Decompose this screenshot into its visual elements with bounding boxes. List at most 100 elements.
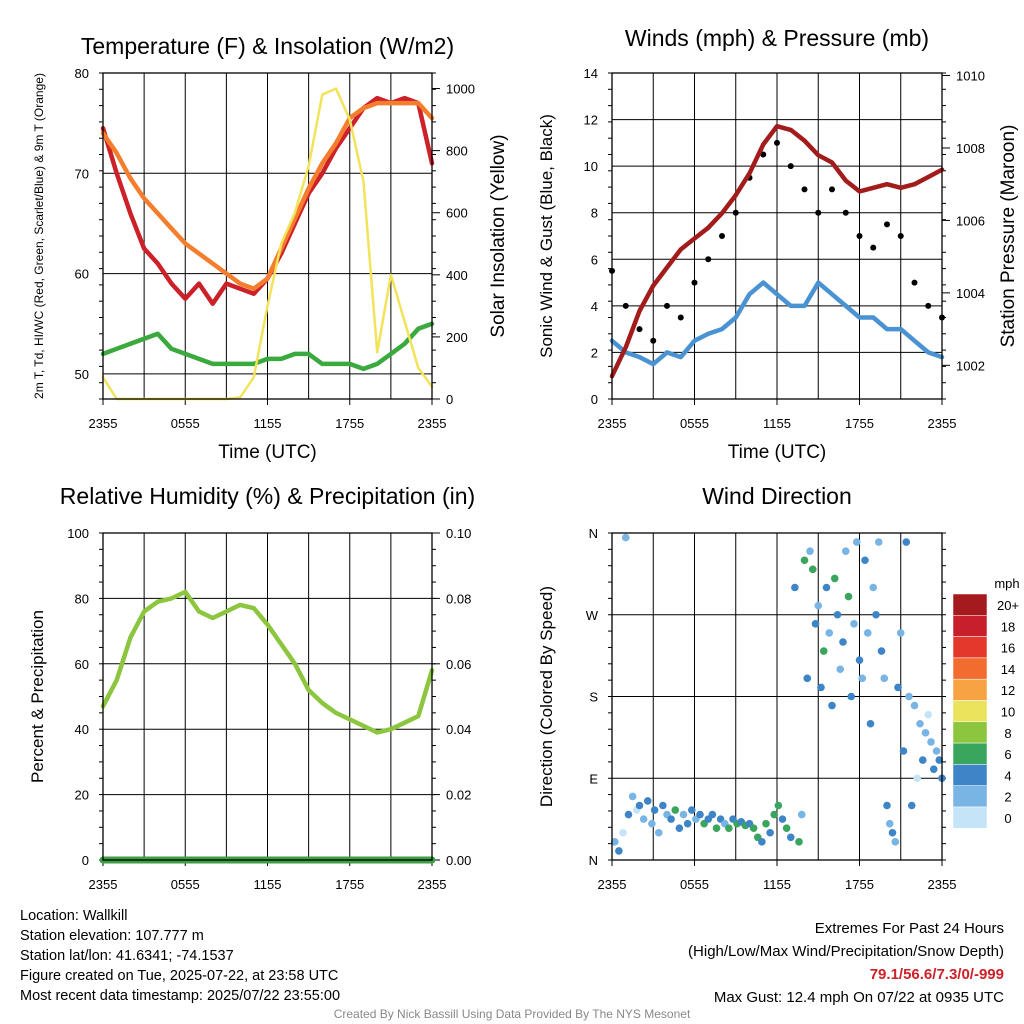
x-tick-label: 1755 [845, 416, 874, 431]
y-tick-label: N [589, 526, 598, 541]
extremes-values: 79.1/56.6/7.3/0/-999 [869, 966, 1004, 983]
gust-point [842, 209, 849, 216]
legend-swatch [952, 721, 988, 744]
direction-point [921, 729, 930, 737]
direction-point [766, 828, 774, 837]
series-line-pressure_maroon [609, 123, 945, 379]
legend-label: 8 [1004, 726, 1011, 741]
direction-point [841, 547, 850, 555]
gust-point [829, 186, 835, 193]
y-tick-label: 70 [75, 166, 89, 181]
direction-point [894, 683, 902, 692]
legend-swatch [952, 636, 988, 659]
gust-point [664, 302, 670, 309]
legend-label: 16 [1001, 641, 1015, 656]
direction-point [935, 756, 944, 764]
direction-point [869, 583, 878, 592]
legend-swatch [952, 742, 988, 765]
direction-point [839, 638, 847, 646]
y-tick-label: 4 [591, 299, 598, 314]
direction-point [791, 583, 799, 592]
direction-point [675, 824, 684, 833]
x-tick-label: 1155 [254, 877, 282, 892]
legend-label: 12 [1001, 683, 1015, 698]
footer-created: Figure created on Tue, 2025-07-22, at 23… [20, 968, 339, 984]
y-tick-label: W [586, 608, 599, 623]
direction-point [679, 810, 688, 819]
series-line-wind_blue [609, 280, 945, 367]
y2-tick-label: 1002 [956, 358, 985, 373]
y-tick-label: 50 [75, 367, 89, 382]
direction-point [844, 592, 853, 601]
gust-point [705, 256, 712, 263]
chart-1 [99, 72, 440, 405]
plot-frame [102, 72, 433, 400]
gust-point [719, 233, 725, 239]
direction-point [803, 674, 812, 683]
direction-point [762, 819, 770, 828]
x-tick-label: 1155 [254, 416, 282, 431]
legend-title: mph [994, 576, 1019, 591]
gust-point [636, 326, 643, 333]
direction-point [800, 556, 809, 565]
y-tick-label: 8 [591, 206, 598, 221]
direction-point [615, 847, 623, 855]
y-tick-label: 0 [591, 392, 598, 407]
direction-point [654, 828, 663, 837]
direction-point [808, 565, 817, 574]
chart-4 [608, 532, 988, 866]
direction-point [683, 819, 692, 828]
direction-point [712, 824, 721, 833]
legend-swatch [952, 700, 988, 723]
credit-line: Created By Nick Bassill Using Data Provi… [333, 1007, 691, 1021]
legend-swatch [952, 615, 988, 637]
y-axis-label: Direction (Colored By Speed) [537, 586, 556, 807]
direction-point [806, 547, 814, 555]
x-tick-label: 1155 [763, 416, 791, 431]
direction-point [918, 756, 927, 764]
y2-tick-label: 0.10 [446, 526, 471, 541]
direction-point [905, 692, 913, 701]
footer-location: Location: Wallkill [20, 908, 128, 924]
direction-point [858, 674, 867, 683]
direction-point [671, 806, 680, 814]
direction-point [830, 574, 839, 583]
direction-point [643, 797, 652, 805]
y-tick-label: 0 [82, 853, 89, 868]
series-line-green [100, 321, 435, 372]
direction-point [797, 810, 806, 819]
gust-point [622, 302, 629, 309]
x-tick-label: 1155 [763, 877, 791, 892]
y-axis-label: Percent & Precipitation [28, 610, 47, 783]
direction-point [786, 833, 795, 842]
direction-point [910, 701, 919, 710]
gust-point [801, 186, 808, 193]
direction-point [628, 792, 637, 801]
direction-point [880, 674, 889, 683]
y2-tick-label: 0 [446, 392, 453, 407]
direction-point [811, 620, 820, 628]
direction-point [610, 838, 619, 846]
legend-label: 10 [1001, 705, 1015, 720]
gust-point [884, 221, 890, 228]
y2-tick-label: 0.02 [446, 788, 471, 803]
x-tick-label: 0555 [680, 877, 709, 892]
direction-point [916, 719, 924, 728]
x-tick-label: 0555 [171, 416, 200, 431]
y2-tick-label: 1000 [446, 82, 475, 97]
plot-frame [102, 532, 433, 861]
direction-point [825, 629, 834, 637]
gust-point [897, 233, 904, 239]
y2-tick-label: 600 [446, 206, 468, 221]
direction-point [814, 601, 823, 610]
direction-point [847, 692, 856, 701]
chart-title: Temperature (F) & Insolation (W/m2) [81, 33, 454, 59]
y2-tick-label: 0.06 [446, 657, 471, 672]
series-line-rh_green [100, 589, 435, 735]
direction-point [872, 610, 880, 619]
x-tick-label: 1755 [335, 416, 364, 431]
series-line-temp_orange [100, 100, 435, 291]
direction-point [855, 656, 864, 664]
direction-point [650, 806, 659, 814]
